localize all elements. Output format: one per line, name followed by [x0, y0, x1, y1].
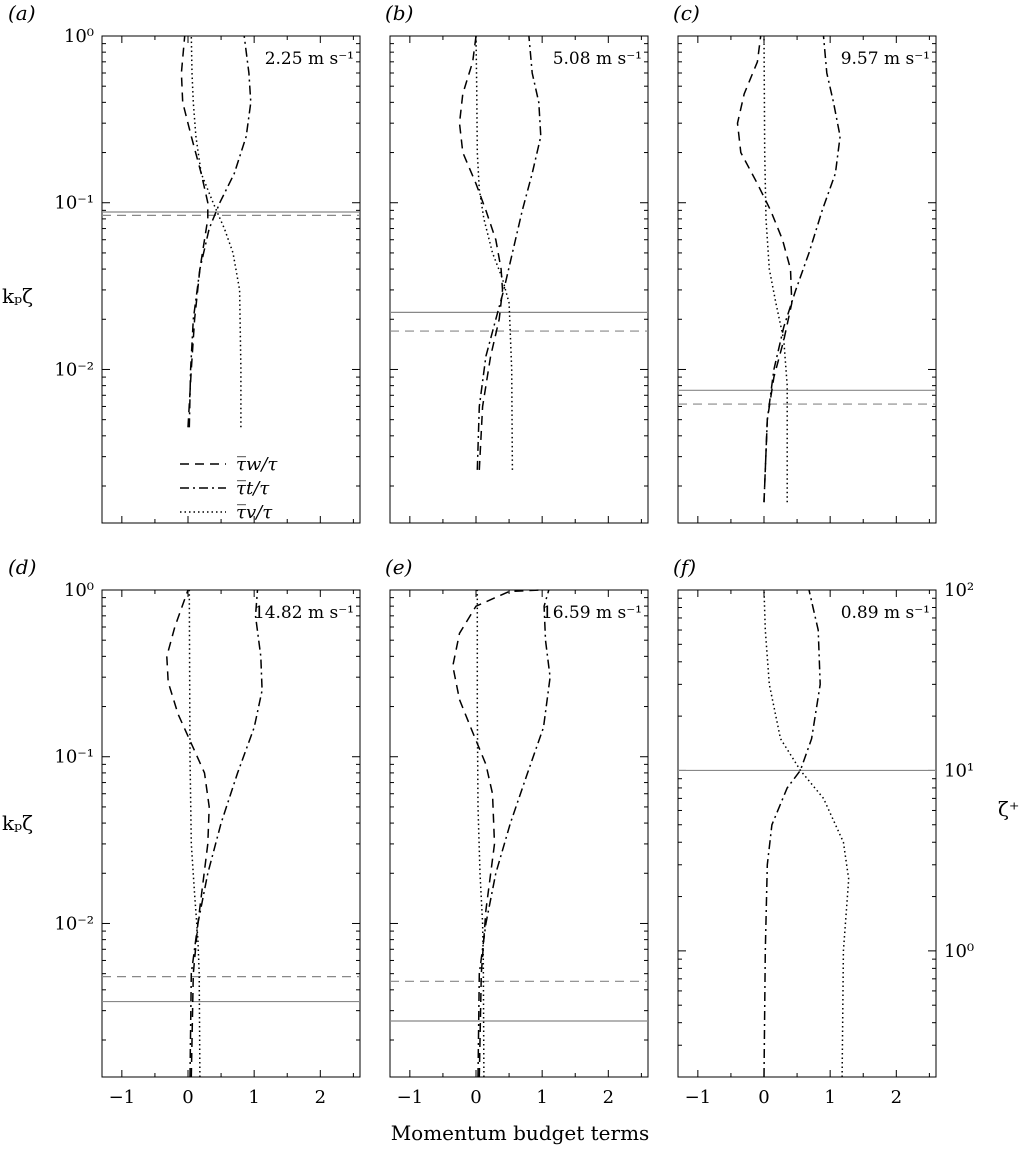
x-tick-label: 2	[603, 1087, 614, 1108]
y2-tick-label: 10¹	[944, 760, 974, 781]
series-dotted	[475, 35, 514, 470]
legend-label-w: τ̅w/τ	[236, 454, 278, 475]
panels: (a) 2.25 m s⁻¹ 10⁰ 10⁻¹ 10⁻² (b) 5.08 m s⁻¹ (c)…	[8, 1, 974, 1108]
y2-tick-label: 10⁰	[944, 941, 974, 962]
panel-label: (f)	[673, 555, 696, 579]
panel-label: (e)	[385, 555, 412, 579]
ylabel-left-bottom: kₚζ	[2, 811, 33, 835]
series-dashdot	[189, 589, 263, 1078]
speed-annotation: 5.08 m s⁻¹	[553, 49, 642, 69]
panel-5: (f) 0.89 m s⁻¹ −1 0 1 2 10² 10¹ 10⁰	[673, 555, 974, 1108]
speed-annotation: 9.57 m s⁻¹	[841, 49, 930, 69]
panel-4: (e) 16.59 m s⁻¹ −1 0 1 2	[385, 555, 649, 1108]
legend: τ̅w/τ τ̅t/τ τ̅v/τ	[180, 454, 278, 523]
panel-label: (c)	[673, 1, 700, 25]
series-dotted	[763, 35, 788, 503]
series-dashdot	[763, 589, 821, 1078]
series-dotted	[476, 590, 485, 1078]
series-dashdot	[188, 35, 252, 428]
left-ylabel-top: kₚζ	[2, 284, 33, 308]
y-tick-label: 10⁰	[64, 580, 94, 601]
panel-label: (a)	[8, 1, 36, 25]
panel-1: (b) 5.08 m s⁻¹	[385, 1, 649, 524]
y-tick-label: 10⁻¹	[54, 193, 94, 214]
y-tick-label: 10⁻²	[54, 913, 94, 934]
legend-label-t: τ̅t/τ	[236, 478, 270, 499]
panel-2: (c) 9.57 m s⁻¹	[673, 1, 937, 524]
panel-label: (b)	[385, 1, 413, 25]
speed-annotation: 2.25 m s⁻¹	[265, 49, 354, 69]
x-tick-label: 2	[891, 1087, 902, 1108]
axes-frame	[389, 35, 649, 524]
axes-frame	[389, 589, 649, 1078]
series-dotted	[763, 589, 850, 1078]
x-tick-label: 0	[182, 1087, 193, 1108]
ylabel-left-top: kₚζ	[2, 284, 33, 308]
panel-label: (d)	[8, 555, 36, 579]
speed-annotation: 16.59 m s⁻¹	[542, 603, 642, 623]
x-tick-label: −1	[685, 1087, 712, 1108]
x-tick-label: 1	[248, 1087, 259, 1108]
left-ylabel-bottom: kₚζ	[2, 811, 33, 835]
series-dashed	[458, 35, 504, 470]
y-tick-label: 10⁻¹	[54, 747, 94, 768]
series-dotted	[188, 589, 201, 1078]
y-tick-label: 10⁻²	[54, 359, 94, 380]
ylabel-right: ζ⁺	[998, 797, 1019, 821]
series-dashed	[452, 589, 541, 1078]
x-tick-label: −1	[397, 1087, 424, 1108]
panel-0: (a) 2.25 m s⁻¹ 10⁰ 10⁻¹ 10⁻²	[8, 1, 361, 524]
axes-frame	[101, 35, 361, 524]
series-dotted	[190, 35, 242, 428]
x-tick-label: −1	[109, 1087, 136, 1108]
x-tick-label: 0	[758, 1087, 769, 1108]
axes-frame	[677, 35, 937, 524]
x-tick-label: 2	[315, 1087, 326, 1108]
x-tick-label: 1	[824, 1087, 835, 1108]
series-dashdot	[763, 35, 841, 503]
speed-annotation: 0.89 m s⁻¹	[841, 603, 930, 623]
speed-annotation: 14.82 m s⁻¹	[254, 603, 354, 623]
series-dashdot	[476, 35, 542, 470]
series-dashed	[736, 35, 793, 503]
axes-frame	[101, 589, 361, 1078]
legend-label-v: τ̅v/τ	[236, 502, 273, 523]
axes-frame	[677, 589, 937, 1078]
panel-3: (d) 14.82 m s⁻¹ −1 0 1 2 10⁰ 10⁻¹ 10⁻²	[8, 555, 361, 1108]
y-tick-label: 10⁰	[64, 26, 94, 47]
y2-tick-label: 10²	[944, 580, 974, 601]
xlabel: Momentum budget terms	[391, 1121, 650, 1145]
series-dashed	[180, 35, 209, 428]
x-tick-label: 1	[536, 1087, 547, 1108]
series-dashdot	[477, 589, 551, 1078]
series-dashed	[166, 589, 210, 1078]
x-tick-label: 0	[470, 1087, 481, 1108]
